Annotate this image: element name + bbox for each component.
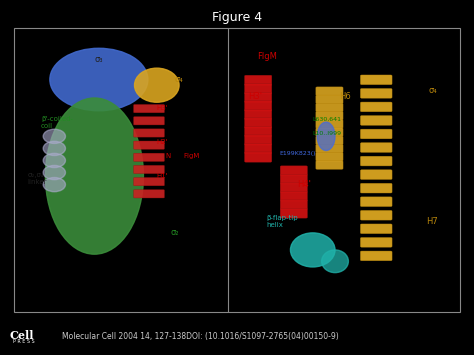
FancyBboxPatch shape	[360, 156, 392, 166]
FancyBboxPatch shape	[360, 88, 392, 98]
Text: H6: H6	[339, 92, 351, 101]
Text: L630,641: L630,641	[313, 117, 342, 122]
Circle shape	[43, 165, 65, 180]
Text: Molecular Cell 2004 14, 127-138DOI: (10.1016/S1097-2765(04)00150-9): Molecular Cell 2004 14, 127-138DOI: (10.…	[62, 332, 338, 341]
FancyBboxPatch shape	[280, 166, 308, 175]
FancyBboxPatch shape	[316, 111, 343, 120]
FancyBboxPatch shape	[316, 120, 343, 128]
FancyBboxPatch shape	[360, 197, 392, 207]
Text: β-flap-tip
helix: β-flap-tip helix	[266, 215, 298, 228]
Ellipse shape	[322, 250, 348, 273]
FancyBboxPatch shape	[134, 141, 164, 149]
FancyBboxPatch shape	[360, 102, 392, 112]
FancyBboxPatch shape	[134, 165, 164, 174]
FancyBboxPatch shape	[360, 237, 392, 247]
FancyBboxPatch shape	[360, 170, 392, 179]
FancyBboxPatch shape	[245, 84, 272, 94]
Text: L10..I999: L10..I999	[313, 131, 342, 136]
FancyBboxPatch shape	[245, 135, 272, 145]
FancyBboxPatch shape	[360, 129, 392, 139]
FancyBboxPatch shape	[134, 104, 164, 113]
Circle shape	[43, 153, 65, 168]
FancyBboxPatch shape	[360, 143, 392, 152]
FancyBboxPatch shape	[134, 178, 164, 186]
FancyBboxPatch shape	[245, 92, 272, 103]
Text: N: N	[166, 153, 171, 159]
Text: H3': H3'	[157, 105, 168, 111]
FancyBboxPatch shape	[134, 117, 164, 125]
FancyBboxPatch shape	[316, 153, 343, 161]
Text: P R E S S: P R E S S	[13, 339, 35, 344]
FancyBboxPatch shape	[316, 103, 343, 112]
FancyBboxPatch shape	[316, 136, 343, 144]
Circle shape	[43, 178, 65, 192]
Ellipse shape	[317, 122, 335, 151]
Text: H3': H3'	[248, 92, 262, 101]
Text: σ₄: σ₄	[428, 86, 438, 95]
Text: FlgM: FlgM	[257, 52, 277, 61]
Text: Figure 4: Figure 4	[212, 11, 262, 24]
Text: β'-coiled-
coil: β'-coiled- coil	[41, 116, 73, 129]
FancyBboxPatch shape	[280, 208, 308, 218]
Circle shape	[43, 129, 65, 143]
FancyBboxPatch shape	[245, 101, 272, 111]
FancyBboxPatch shape	[280, 183, 308, 192]
FancyBboxPatch shape	[134, 190, 164, 198]
FancyBboxPatch shape	[134, 153, 164, 162]
FancyBboxPatch shape	[360, 211, 392, 220]
FancyBboxPatch shape	[245, 152, 272, 162]
Circle shape	[43, 141, 65, 155]
Text: H7: H7	[426, 217, 438, 226]
Text: FlgM: FlgM	[183, 153, 200, 159]
FancyBboxPatch shape	[316, 128, 343, 136]
FancyBboxPatch shape	[280, 174, 308, 184]
FancyBboxPatch shape	[360, 224, 392, 234]
Text: σ₄: σ₄	[174, 75, 183, 84]
FancyBboxPatch shape	[316, 144, 343, 153]
Text: σ₂: σ₂	[170, 228, 179, 237]
FancyBboxPatch shape	[245, 118, 272, 128]
FancyBboxPatch shape	[360, 116, 392, 125]
FancyBboxPatch shape	[316, 161, 343, 169]
Ellipse shape	[50, 48, 148, 111]
FancyBboxPatch shape	[280, 200, 308, 209]
Text: H4': H4'	[297, 180, 311, 189]
FancyBboxPatch shape	[245, 143, 272, 154]
Text: B: B	[233, 37, 242, 50]
FancyBboxPatch shape	[360, 183, 392, 193]
Ellipse shape	[291, 233, 335, 267]
FancyBboxPatch shape	[245, 126, 272, 137]
FancyBboxPatch shape	[134, 129, 164, 137]
FancyBboxPatch shape	[245, 75, 272, 86]
FancyBboxPatch shape	[316, 87, 343, 95]
Text: E199K823(): E199K823()	[279, 151, 316, 156]
FancyBboxPatch shape	[280, 191, 308, 201]
Ellipse shape	[135, 68, 179, 102]
Text: A: A	[18, 37, 28, 50]
FancyBboxPatch shape	[360, 251, 392, 261]
Text: H2': H2'	[157, 139, 168, 145]
FancyBboxPatch shape	[245, 109, 272, 120]
FancyBboxPatch shape	[316, 95, 343, 104]
Text: σ₂,σ₄
linker: σ₂,σ₄ linker	[27, 173, 47, 185]
Text: σ₃: σ₃	[94, 55, 103, 64]
Text: H1': H1'	[157, 173, 168, 179]
FancyBboxPatch shape	[360, 75, 392, 84]
Text: Cell: Cell	[9, 330, 34, 341]
Ellipse shape	[46, 98, 144, 254]
